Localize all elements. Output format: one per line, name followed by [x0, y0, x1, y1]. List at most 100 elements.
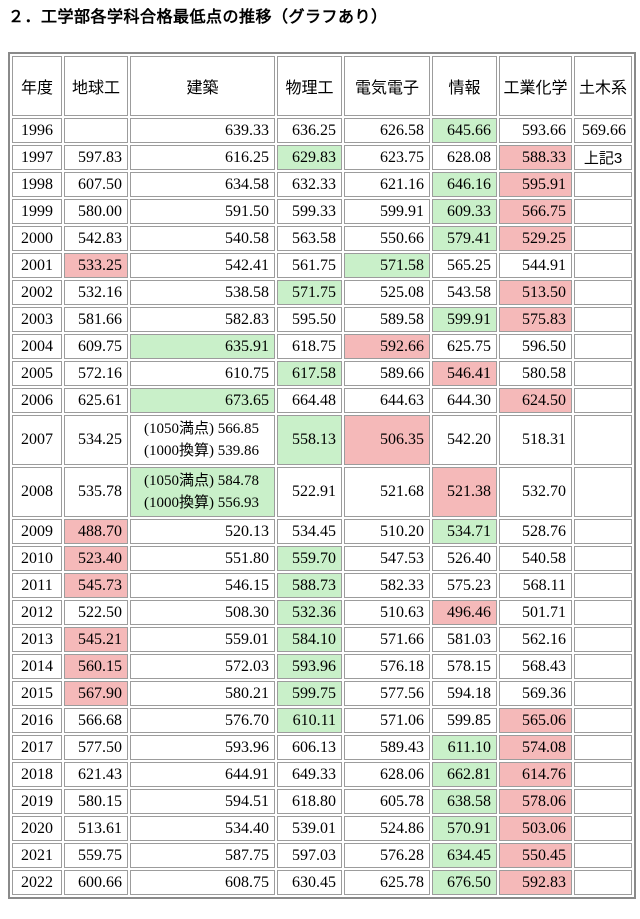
empty-cell [574, 280, 632, 305]
score-cell: 597.83 [64, 145, 128, 170]
score-cell: 575.83 [499, 307, 572, 332]
score-cell: 634.45 [432, 843, 497, 868]
score-cell: 580.21 [130, 681, 275, 706]
score-cell: 599.33 [277, 199, 342, 224]
table-row: 2001 533.25 542.41 561.75 571.58 565.25 544.91 [12, 253, 632, 278]
page-title: ２．工学部各学科合格最低点の推移（グラフあり） [8, 9, 388, 26]
score-cell: 632.33 [277, 172, 342, 197]
score-cell: 569.66 [574, 118, 632, 143]
score-cell: 522.91 [277, 467, 342, 517]
score-cell: 520.13 [130, 519, 275, 544]
score-cell: 550.45 [499, 843, 572, 868]
table-row: 2011 545.73 546.15 588.73 582.33 575.23 568.11 [12, 573, 632, 598]
score-cell: 609.75 [64, 334, 128, 359]
year-cell: 2012 [12, 600, 62, 625]
score-cell: 580.58 [499, 361, 572, 386]
empty-cell [574, 627, 632, 652]
score-cell: 582.83 [130, 307, 275, 332]
score-cell: 510.20 [344, 519, 430, 544]
score-cell: 534.45 [277, 519, 342, 544]
score-cell: 558.13 [277, 415, 342, 465]
empty-cell [574, 361, 632, 386]
score-cell: 639.33 [130, 118, 275, 143]
table-row: 2021 559.75 587.75 597.03 576.28 634.45 550.45 [12, 843, 632, 868]
score-cell: 577.56 [344, 681, 430, 706]
year-cell: 1996 [12, 118, 62, 143]
score-cell: 616.25 [130, 145, 275, 170]
score-cell: 676.50 [432, 870, 497, 895]
year-cell: 2015 [12, 681, 62, 706]
score-cell: 599.75 [277, 681, 342, 706]
score-cell: 618.75 [277, 334, 342, 359]
score-cell: 572.03 [130, 654, 275, 679]
score-cell: 535.78 [64, 467, 128, 517]
table-row: 2016 566.68 576.70 610.11 571.06 599.85 565.06 [12, 708, 632, 733]
score-cell: 577.50 [64, 735, 128, 760]
score-cell: 574.08 [499, 735, 572, 760]
column-header: 物理工 [277, 56, 342, 116]
year-cell: 2016 [12, 708, 62, 733]
empty-cell [574, 307, 632, 332]
score-cell: 623.75 [344, 145, 430, 170]
score-cell: 649.33 [277, 762, 342, 787]
score-cell: 593.96 [277, 654, 342, 679]
score-cell: 539.01 [277, 816, 342, 841]
column-header: 年度 [12, 56, 62, 116]
score-cell: 605.78 [344, 789, 430, 814]
table-row: 2017 577.50 593.96 606.13 589.43 611.10 574.08 [12, 735, 632, 760]
score-cell: 580.00 [64, 199, 128, 224]
table-row: 2006 625.61 673.65 664.48 644.63 644.30 624.50 [12, 388, 632, 413]
empty-cell [574, 388, 632, 413]
score-cell: 566.68 [64, 708, 128, 733]
score-cell: 644.63 [344, 388, 430, 413]
score-cell: 568.43 [499, 654, 572, 679]
score-cell: 571.75 [277, 280, 342, 305]
score-cell: 588.73 [277, 573, 342, 598]
score-cell: 662.81 [432, 762, 497, 787]
score-cell: 584.10 [277, 627, 342, 652]
score-cell: 532.70 [499, 467, 572, 517]
column-header: 電気電子 [344, 56, 430, 116]
note-cell: 上記3 [574, 145, 632, 170]
score-cell: 545.73 [64, 573, 128, 598]
score-cell: 625.61 [64, 388, 128, 413]
score-cell: 544.91 [499, 253, 572, 278]
score-cell: 571.58 [344, 253, 430, 278]
table-row: 2014 560.15 572.03 593.96 576.18 578.15 568.43 [12, 654, 632, 679]
score-cell: 521.68 [344, 467, 430, 517]
empty-cell [574, 519, 632, 544]
score-cell: 591.50 [130, 199, 275, 224]
score-cell: 579.41 [432, 226, 497, 251]
score-cell: 542.20 [432, 415, 497, 465]
score-cell: 594.51 [130, 789, 275, 814]
score-cell: 547.53 [344, 546, 430, 571]
score-cell: 589.43 [344, 735, 430, 760]
score-cell: 628.08 [432, 145, 497, 170]
score-cell: 559.75 [64, 843, 128, 868]
year-cell: 2004 [12, 334, 62, 359]
score-cell: 582.33 [344, 573, 430, 598]
score-cell: 621.43 [64, 762, 128, 787]
empty-cell [574, 816, 632, 841]
score-cell: 599.91 [344, 199, 430, 224]
year-cell: 1998 [12, 172, 62, 197]
score-cell: 644.30 [432, 388, 497, 413]
score-cell: 513.50 [499, 280, 572, 305]
score-cell: 508.30 [130, 600, 275, 625]
empty-cell [574, 654, 632, 679]
score-cell: 600.66 [64, 870, 128, 895]
table-row: 2009 488.70 520.13 534.45 510.20 534.71 528.76 [12, 519, 632, 544]
score-cell: 532.16 [64, 280, 128, 305]
table-row: 1998 607.50 634.58 632.33 621.16 646.16 595.91 [12, 172, 632, 197]
empty-cell [64, 118, 128, 143]
score-cell: 645.66 [432, 118, 497, 143]
score-cell: 501.71 [499, 600, 572, 625]
score-cell: 551.80 [130, 546, 275, 571]
year-cell: 2009 [12, 519, 62, 544]
score-cell: 593.96 [130, 735, 275, 760]
score-cell: 559.01 [130, 627, 275, 652]
score-cell: 595.50 [277, 307, 342, 332]
score-cell: 510.63 [344, 600, 430, 625]
score-cell: 611.10 [432, 735, 497, 760]
score-cell: 513.61 [64, 816, 128, 841]
